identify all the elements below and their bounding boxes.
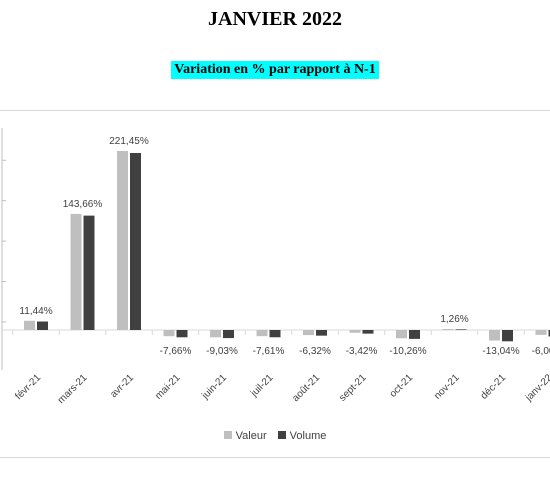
bar-valeur-0	[24, 320, 35, 330]
data-label: -13,04%	[482, 346, 519, 357]
bar-valeur-6	[303, 330, 314, 336]
x-tick-label: août-21	[290, 372, 322, 404]
data-label: -6,00%	[532, 346, 550, 357]
data-label: 1,26%	[440, 314, 468, 325]
x-tick-label: nov-21	[432, 372, 462, 402]
x-tick-label: mai-21	[153, 372, 183, 402]
x-tick-label: juin-21	[199, 372, 229, 402]
legend-item-volume: Volume	[277, 430, 327, 442]
bar-volume-10	[502, 330, 513, 342]
bar-volume-7	[362, 330, 374, 334]
legend-label-valeur: Valeur	[235, 430, 267, 442]
bar-volume-9	[455, 329, 467, 330]
data-label: -3,42%	[346, 346, 378, 357]
x-tick-label: avr-21	[108, 372, 136, 400]
bar-volume-0	[37, 321, 48, 330]
bar-volume-11	[548, 330, 550, 337]
bar-volume-3	[176, 330, 188, 338]
data-label: 143,66%	[63, 199, 103, 210]
x-tick-label: oct-21	[388, 372, 416, 400]
x-tick-label: mars-21	[56, 372, 90, 406]
chart-legend: Valeur Volume	[0, 430, 550, 442]
bar-valeur-2	[117, 151, 128, 330]
bar-valeur-5	[256, 330, 268, 337]
legend-item-valeur: Valeur	[223, 430, 267, 442]
data-label: 11,44%	[19, 306, 52, 317]
legend-swatch-volume	[277, 431, 286, 439]
x-tick-label: févr-21	[13, 372, 43, 402]
x-tick-label: sept-21	[337, 372, 369, 404]
x-tick-label: janv-22	[523, 372, 550, 404]
legend-swatch-valeur	[223, 431, 232, 439]
bar-volume-4	[223, 330, 234, 339]
bar-valeur-9	[442, 328, 454, 330]
chart-frame	[0, 110, 550, 458]
bar-valeur-3	[163, 330, 175, 337]
chart-subtitle: Variation en % par rapport à N-1	[171, 61, 379, 79]
data-label: -7,66%	[160, 346, 192, 357]
data-label: 221,45%	[109, 136, 149, 147]
bar-volume-8	[409, 330, 420, 339]
data-label: -9,03%	[206, 346, 238, 357]
bar-valeur-4	[210, 330, 221, 338]
bar-valeur-8	[396, 330, 407, 339]
bar-volume-1	[83, 215, 95, 330]
data-label: -6,32%	[299, 346, 331, 357]
bar-volume-2	[130, 152, 141, 330]
data-label: -7,61%	[253, 346, 285, 357]
bar-volume-5	[269, 330, 281, 338]
legend-label-volume: Volume	[289, 430, 327, 442]
bar-valeur-7	[349, 330, 361, 333]
bar-valeur-11	[535, 330, 547, 335]
bar-valeur-10	[489, 330, 500, 341]
page-title: JANVIER 2022	[208, 8, 342, 30]
x-tick-label: juil-21	[248, 372, 276, 400]
bar-volume-6	[316, 330, 327, 336]
x-tick-label: déc-21	[479, 372, 509, 402]
data-label: -10,26%	[389, 346, 426, 357]
bar-valeur-1	[70, 213, 82, 330]
